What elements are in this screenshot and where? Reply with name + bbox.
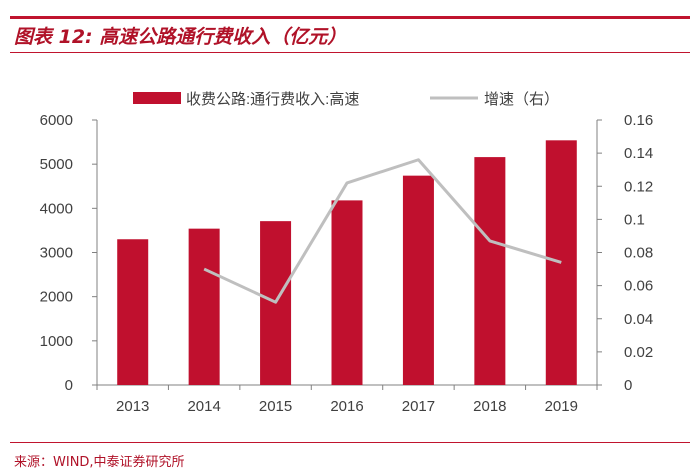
left-axis-tick-label: 4000	[40, 200, 73, 217]
x-axis-tick-label: 2014	[187, 398, 220, 415]
left-axis-tick-label: 6000	[40, 112, 73, 129]
right-axis-tick-label: 0	[624, 377, 632, 394]
legend: 收费公路:通行费收入:高速 增速（右）	[133, 91, 559, 108]
bar	[117, 239, 149, 385]
bottom-rule	[10, 442, 690, 443]
bar	[331, 200, 363, 385]
right-axis-tick-label: 0.02	[624, 344, 653, 361]
left-axis-tick-label: 0	[65, 377, 73, 394]
legend-swatch-bar	[133, 92, 181, 104]
x-axis-tick-label: 2018	[473, 398, 506, 415]
x-axis-tick-label: 2017	[402, 398, 435, 415]
left-axis-tick-label: 1000	[40, 333, 73, 350]
x-axis-tick-label: 2015	[259, 398, 292, 415]
right-axis-tick-label: 0.06	[624, 278, 653, 295]
right-axis-tick-label: 0.08	[624, 245, 653, 262]
bar	[402, 175, 434, 385]
right-axis-tick-label: 0.16	[624, 112, 653, 129]
bar	[474, 157, 506, 385]
right-axis-tick-label: 0.04	[624, 311, 653, 328]
growth-line	[203, 158, 562, 304]
title-rule	[10, 52, 690, 53]
left-axis-tick-label: 2000	[40, 289, 73, 306]
bar	[545, 140, 577, 385]
right-axis-tick-label: 0.14	[624, 145, 653, 162]
source-note: 来源：WIND,中泰证券研究所	[14, 455, 185, 470]
x-axis-tick-label: 2016	[330, 398, 363, 415]
line-series	[203, 158, 562, 304]
legend-label-line: 增速（右）	[484, 91, 559, 108]
bar-series	[117, 140, 577, 385]
x-axis-tick-label: 2013	[116, 398, 149, 415]
top-rule	[10, 16, 690, 19]
chart-title: 图表 12: 高速公路通行费收入（亿元）	[14, 26, 347, 48]
bar	[188, 228, 220, 385]
right-axis-tick-label: 0.1	[624, 211, 645, 228]
left-axis-tick-label: 3000	[40, 245, 73, 262]
left-axis-tick-label: 5000	[40, 156, 73, 173]
legend-label-bar: 收费公路:通行费收入:高速	[186, 91, 359, 108]
right-axis-tick-label: 0.12	[624, 178, 653, 195]
x-axis-tick-label: 2019	[545, 398, 578, 415]
